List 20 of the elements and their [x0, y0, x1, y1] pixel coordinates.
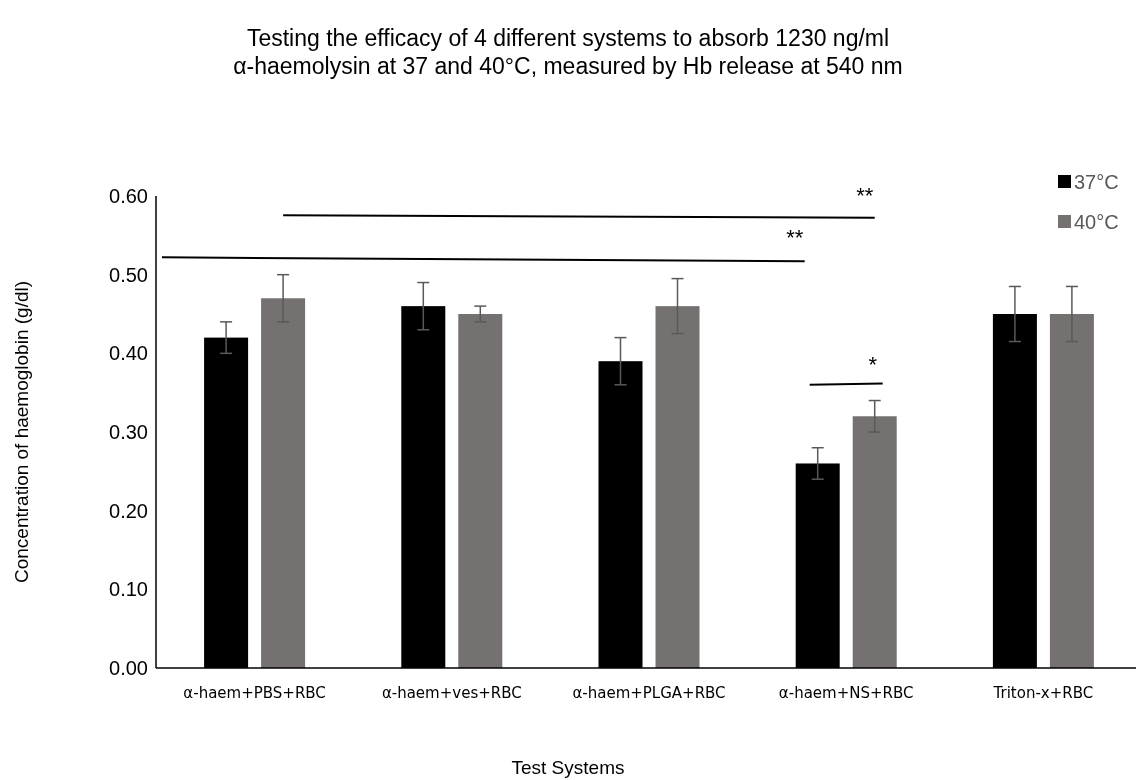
- legend-label: 37°C: [1074, 171, 1119, 193]
- y-tick-label: 0.40: [109, 342, 148, 365]
- annotation: *: [868, 351, 878, 377]
- y-tick-label: 0.00: [109, 657, 148, 679]
- x-tick-label: α-haem+ves+RBC: [381, 684, 522, 702]
- x-tick-label: Triton-x+RBC: [992, 684, 1094, 702]
- y-axis-title: Concentration of haemoglobin (g/dl): [11, 280, 32, 584]
- annotation: **: [856, 183, 874, 209]
- y-tick-label: 0.30: [109, 421, 148, 443]
- legend-label: 40°C: [1074, 211, 1119, 233]
- y-tick-label: 0.20: [109, 499, 148, 522]
- y-tick-label: 0.60: [109, 185, 148, 207]
- x-axis-title: Test Systems: [511, 757, 625, 778]
- y-tick-label: 0.50: [109, 263, 148, 286]
- annotation: **: [786, 225, 804, 251]
- chart-title: Testing the efficacy of 4 different systems to absorb 1230 ng/ml α-haemolysin at 37 and 40°C, measured by Hb release at 540 nm: [233, 25, 903, 79]
- x-tick-label: α-haem+PLGA+RBC: [572, 684, 726, 702]
- x-tick-label: α-haem+PBS+RBC: [183, 684, 326, 702]
- x-tick-label: α-haem+NS+RBC: [778, 684, 914, 702]
- y-tick-label: 0.10: [109, 578, 148, 601]
